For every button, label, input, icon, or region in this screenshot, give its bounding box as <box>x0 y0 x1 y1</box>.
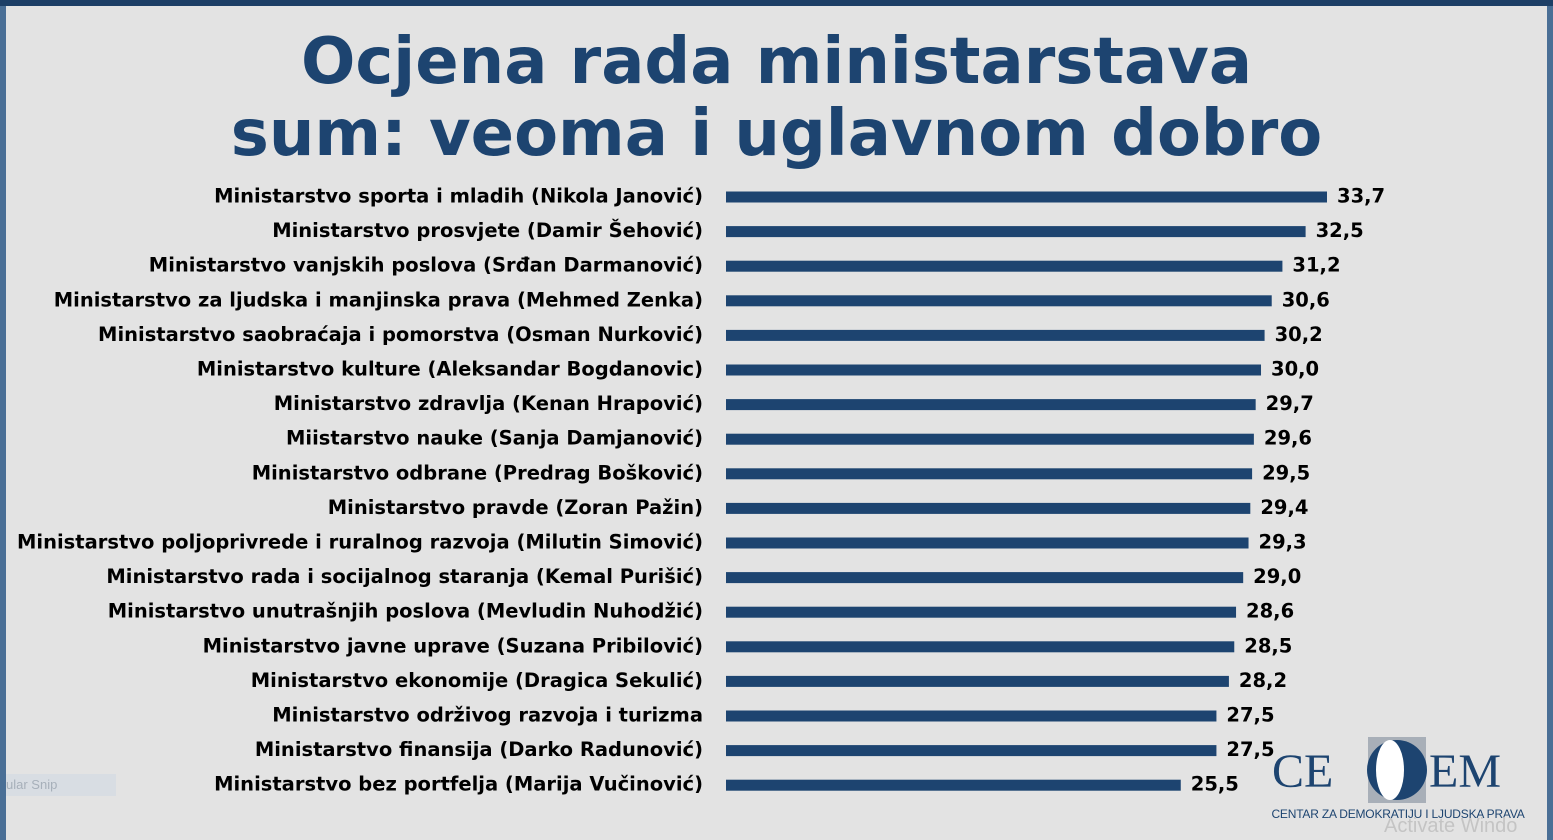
category-label: Ministarstvo ekonomije (Dragica Sekulić) <box>251 669 703 692</box>
category-label: Ministarstvo unutrašnjih poslova (Mevlud… <box>108 600 703 623</box>
category-label: Ministarstvo odbrane (Predrag Bošković) <box>252 461 703 484</box>
bar <box>726 641 1235 653</box>
data-label: 25,5 <box>1191 773 1239 796</box>
data-label: 28,2 <box>1239 669 1287 692</box>
data-label: 33,7 <box>1337 185 1385 208</box>
logo-text-left: CE <box>1272 745 1333 798</box>
data-label: 27,5 <box>1226 704 1274 727</box>
bar <box>726 468 1253 480</box>
category-label: Ministarstvo kulture (Aleksandar Bogdano… <box>197 358 703 381</box>
logo-subtitle: CENTAR ZA DEMOKRATIJU I LJUDSKA PRAVA <box>1271 807 1525 821</box>
logo-text-right: EM <box>1429 745 1501 798</box>
cedem-logo: CE EM <box>1272 737 1501 803</box>
bar <box>726 433 1254 445</box>
bar <box>726 502 1251 514</box>
bar <box>726 399 1256 411</box>
category-label: Ministarstvo rada i socijalnog staranja … <box>106 565 703 588</box>
bar <box>726 675 1229 687</box>
bar <box>726 329 1265 341</box>
data-label: 28,5 <box>1244 634 1292 657</box>
category-label: Ministarstvo održivog razvoja i turizma <box>272 704 703 727</box>
bar <box>726 364 1262 376</box>
window-top-border <box>0 0 1553 6</box>
data-label: 29,3 <box>1259 531 1307 554</box>
data-label: 29,6 <box>1264 427 1312 450</box>
activation-watermark: Activate Windo <box>1384 815 1518 837</box>
data-label: 29,0 <box>1253 565 1301 588</box>
bar <box>726 745 1217 757</box>
category-label: Ministarstvo saobraćaja i pomorstva (Osm… <box>98 323 703 346</box>
bar <box>726 572 1244 584</box>
category-label: Ministarstvo zdravlja (Kenan Hrapović) <box>274 392 703 415</box>
data-label: 29,4 <box>1260 496 1308 519</box>
bar <box>726 226 1306 238</box>
category-label: Ministarstvo sporta i mladih (Nikola Jan… <box>214 185 703 208</box>
data-label: 28,6 <box>1246 600 1294 623</box>
category-label: Ministarstvo poljoprivrede i ruralnog ra… <box>17 531 703 554</box>
category-label: Ministarstvo vanjskih poslova (Srđan Dar… <box>149 254 703 277</box>
bar <box>726 606 1237 618</box>
data-label: 27,5 <box>1226 738 1274 761</box>
data-label: 29,7 <box>1266 392 1314 415</box>
data-label: 30,6 <box>1282 288 1330 311</box>
chart-title-line-1: Ocjena rada ministarstava <box>300 25 1253 99</box>
category-label: Ministarstvo finansija (Darko Radunović) <box>255 738 703 761</box>
slide-background <box>6 6 1547 840</box>
snip-overlay-label: ular Snip <box>6 774 116 796</box>
bar <box>726 537 1249 549</box>
data-label: 30,0 <box>1271 358 1319 381</box>
category-label: Ministarstvo prosvjete (Damir Šehović) <box>272 218 703 242</box>
category-label: Ministarstvo za ljudska i manjinska prav… <box>54 288 703 311</box>
data-label: 31,2 <box>1292 254 1340 277</box>
bar <box>726 191 1327 203</box>
category-label: Miistarstvo nauke (Sanja Damjanović) <box>286 427 703 450</box>
bar <box>726 260 1283 272</box>
chart-title: Ocjena rada ministarstava sum: veoma i u… <box>0 26 1553 170</box>
data-label: 29,5 <box>1262 461 1310 484</box>
category-label: Ministarstvo bez portfelja (Marija Vučin… <box>214 773 703 796</box>
bar <box>726 295 1272 307</box>
chart-title-line-2: sum: veoma i uglavnom dobro <box>230 97 1323 171</box>
category-label: Ministarstvo javne uprave (Suzana Pribil… <box>203 634 703 657</box>
data-label: 30,2 <box>1275 323 1323 346</box>
bar <box>726 710 1217 722</box>
data-label: 32,5 <box>1316 219 1364 242</box>
category-label: Ministarstvo pravde (Zoran Pažin) <box>328 496 703 519</box>
bar <box>726 779 1181 791</box>
